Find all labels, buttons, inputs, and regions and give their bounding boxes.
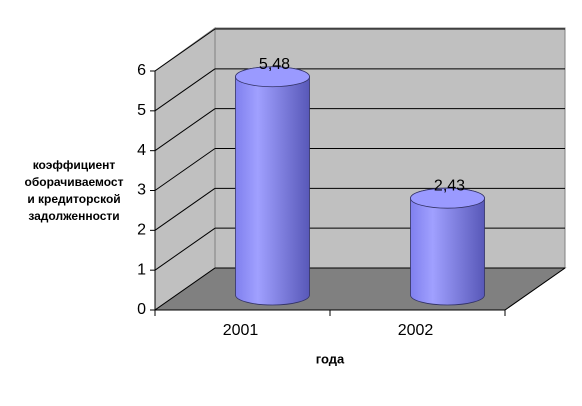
bar <box>235 66 310 306</box>
y-tick-label: 3 <box>137 182 146 199</box>
y-tick-label: 2 <box>137 222 146 239</box>
y-tick-label: 1 <box>137 261 146 278</box>
grid-line <box>154 108 216 152</box>
x-tick-label: 2002 <box>398 322 434 339</box>
floor <box>153 267 567 311</box>
y-tick-label: 5 <box>137 102 146 119</box>
bar-top <box>235 66 310 88</box>
grid-line <box>154 28 216 72</box>
value-label: 2,43 <box>434 177 465 194</box>
y-axis-title-line: коэффициент <box>33 158 116 172</box>
y-axis-title-line: задолженности <box>28 209 119 223</box>
x-axis-title: года <box>316 351 345 366</box>
value-label: 5,48 <box>259 56 290 73</box>
grid-line <box>154 227 216 271</box>
y-tick-label: 4 <box>137 142 146 159</box>
x-axis-depth <box>504 267 566 311</box>
grid-line <box>154 267 216 311</box>
y-axis-title: коэффициент оборачиваемост и кредиторской з… <box>25 158 124 223</box>
grid-line <box>154 148 216 191</box>
bars: 5,48 2,43 <box>235 56 485 306</box>
y-tick-label: 6 <box>137 62 146 79</box>
bar-top <box>410 187 485 209</box>
grid-line <box>154 68 216 112</box>
y-axis-title-line: и кредиторской <box>27 192 120 206</box>
y-tick-label: 0 <box>137 301 146 318</box>
grid-line <box>154 187 216 231</box>
y-axis-title-line: оборачиваемост <box>25 175 124 189</box>
x-tick-label: 2001 <box>223 322 259 339</box>
